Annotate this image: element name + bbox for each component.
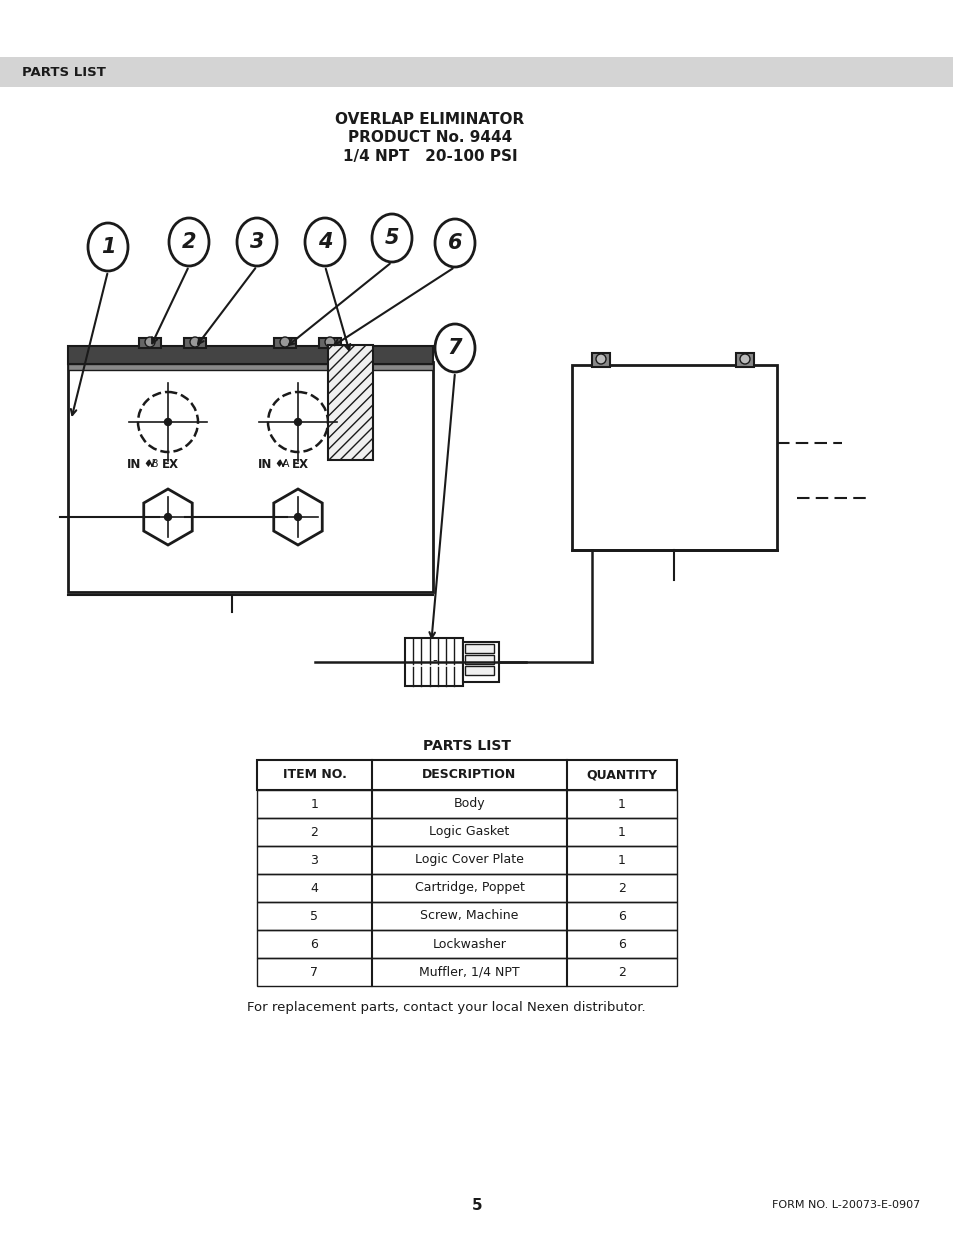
Text: PARTS LIST: PARTS LIST	[422, 739, 511, 753]
Text: IN: IN	[127, 457, 141, 471]
Text: Muffler, 1/4 NPT: Muffler, 1/4 NPT	[418, 966, 519, 978]
Bar	[68, 364, 433, 370]
Bar	[256, 958, 677, 986]
Bar	[735, 353, 753, 367]
Text: Body: Body	[454, 798, 485, 810]
Text: 3: 3	[250, 232, 264, 252]
Text: DESCRIPTION: DESCRIPTION	[422, 768, 517, 782]
Text: ITEM NO.: ITEM NO.	[282, 768, 346, 782]
Text: ♦A: ♦A	[274, 459, 290, 469]
Text: 2: 2	[311, 825, 318, 839]
Bar	[405, 638, 462, 685]
Bar	[274, 338, 295, 348]
Bar	[464, 655, 494, 664]
Text: 2: 2	[618, 882, 625, 894]
Text: 4: 4	[317, 232, 332, 252]
Bar	[256, 760, 677, 790]
Bar	[256, 930, 677, 958]
Text: EX: EX	[161, 457, 178, 471]
Text: 2: 2	[618, 966, 625, 978]
Text: 1: 1	[618, 853, 625, 867]
Bar	[464, 666, 494, 676]
Text: PARTS LIST: PARTS LIST	[22, 65, 106, 79]
Text: 3: 3	[311, 853, 318, 867]
Bar	[572, 366, 776, 550]
Text: Lockwasher: Lockwasher	[432, 937, 506, 951]
Text: Cartridge, Poppet: Cartridge, Poppet	[415, 882, 524, 894]
Circle shape	[164, 419, 172, 426]
Text: 1: 1	[311, 798, 318, 810]
Bar	[68, 346, 433, 364]
Text: PRODUCT No. 9444: PRODUCT No. 9444	[348, 131, 512, 146]
Circle shape	[596, 354, 605, 364]
Bar	[68, 362, 433, 592]
Text: Logic Gasket: Logic Gasket	[429, 825, 509, 839]
Text: 6: 6	[618, 937, 625, 951]
Circle shape	[164, 514, 172, 520]
Text: EX: EX	[292, 457, 308, 471]
Bar	[256, 902, 677, 930]
Circle shape	[280, 337, 290, 347]
Text: 7: 7	[447, 338, 462, 358]
Circle shape	[740, 354, 749, 364]
Text: 1: 1	[618, 798, 625, 810]
Bar	[318, 338, 340, 348]
Bar	[592, 353, 609, 367]
Text: FORM NO. L-20073-E-0907: FORM NO. L-20073-E-0907	[771, 1200, 919, 1210]
Text: 5: 5	[310, 909, 318, 923]
Text: 2: 2	[182, 232, 196, 252]
Bar	[256, 874, 677, 902]
Bar	[0, 57, 953, 86]
Text: 4: 4	[311, 882, 318, 894]
Text: 1/4 NPT   20-100 PSI: 1/4 NPT 20-100 PSI	[342, 148, 517, 163]
Bar	[462, 642, 499, 682]
Bar	[256, 846, 677, 874]
Text: 7: 7	[310, 966, 318, 978]
Text: 5: 5	[384, 228, 399, 248]
Bar	[328, 345, 373, 459]
Bar	[256, 818, 677, 846]
Text: 1: 1	[618, 825, 625, 839]
Circle shape	[294, 514, 301, 520]
Text: -: -	[432, 655, 436, 669]
Bar	[139, 338, 161, 348]
Text: 5: 5	[471, 1198, 482, 1213]
Bar	[256, 790, 677, 818]
Circle shape	[145, 337, 154, 347]
Text: QUANTITY: QUANTITY	[586, 768, 657, 782]
Text: 1: 1	[101, 237, 115, 257]
Text: ♦B: ♦B	[143, 459, 158, 469]
Bar	[184, 338, 206, 348]
Text: For replacement parts, contact your local Nexen distributor.: For replacement parts, contact your loca…	[247, 1002, 645, 1014]
Text: Screw, Machine: Screw, Machine	[420, 909, 518, 923]
Text: 6: 6	[311, 937, 318, 951]
Text: 6: 6	[447, 233, 462, 253]
Bar	[464, 643, 494, 653]
Circle shape	[325, 337, 335, 347]
Circle shape	[190, 337, 200, 347]
Text: OVERLAP ELIMINATOR: OVERLAP ELIMINATOR	[335, 112, 524, 127]
Text: 6: 6	[618, 909, 625, 923]
Circle shape	[294, 419, 301, 426]
Text: Logic Cover Plate: Logic Cover Plate	[415, 853, 523, 867]
Text: IN: IN	[257, 457, 272, 471]
